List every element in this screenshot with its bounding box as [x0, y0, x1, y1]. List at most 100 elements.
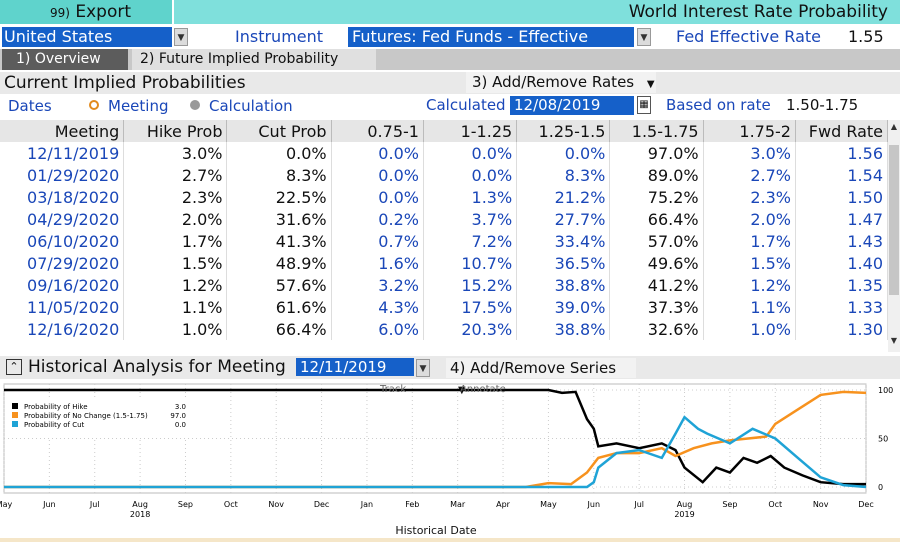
column-header[interactable]: Fwd Rate: [795, 120, 889, 142]
column-header[interactable]: Hike Prob: [123, 120, 228, 142]
table-cell: 32.6%: [609, 318, 704, 340]
x-tick-label: Dec: [314, 500, 329, 509]
table-cell: 0.0%: [516, 142, 611, 164]
table-cell: 1.2%: [703, 274, 796, 296]
window-title: World Interest Rate Probability: [628, 2, 888, 22]
probability-table: Meeting Hike Prob Cut Prob 0.75-1 1-1.25…: [0, 120, 889, 340]
table-row[interactable]: 12/11/2019 3.0% 0.0% 0.0% 0.0% 0.0% 97.0% 3.0% 1…: [0, 142, 889, 164]
calendar-icon[interactable]: ▦: [637, 96, 651, 114]
legend-swatch: [12, 421, 18, 427]
add-remove-series-button[interactable]: 4) Add/Remove Series ▼: [446, 358, 636, 396]
table-cell: 0.0%: [331, 164, 424, 186]
x-tick-label: Apr: [496, 500, 511, 509]
meeting-date-cell[interactable]: 07/29/2020: [0, 252, 125, 274]
table-cell: 21.2%: [516, 186, 611, 208]
radio-calculation-label[interactable]: Calculation: [209, 97, 293, 115]
radio-calculation[interactable]: [190, 100, 200, 110]
column-header[interactable]: Meeting: [0, 120, 125, 142]
x-tick-label: Nov: [813, 500, 829, 509]
tab-future-implied-probability[interactable]: 2) Future Implied Probability: [132, 49, 376, 70]
y-tick-label: 0: [878, 483, 883, 492]
track-label[interactable]: Track: [379, 384, 406, 395]
instrument-select[interactable]: Futures: Fed Funds - Effective: [348, 27, 634, 47]
radio-meeting[interactable]: [89, 100, 99, 110]
column-header[interactable]: Cut Prob: [226, 120, 332, 142]
column-header[interactable]: 1.25-1.5: [516, 120, 611, 142]
column-header[interactable]: 0.75-1: [331, 120, 424, 142]
table-cell: 3.0%: [703, 142, 796, 164]
table-cell: 41.2%: [609, 274, 704, 296]
x-tick-label: Jul: [89, 500, 100, 509]
table-cell: 1.43: [795, 230, 889, 252]
chevron-down-icon: ▼: [646, 79, 655, 90]
table-cell: 75.2%: [609, 186, 704, 208]
collapse-icon[interactable]: ⌃: [6, 359, 22, 375]
instrument-dropdown-icon[interactable]: ▼: [637, 28, 651, 46]
radio-meeting-label[interactable]: Meeting: [108, 97, 169, 115]
table-cell: 1.40: [795, 252, 889, 274]
year-label: 2018: [130, 510, 150, 519]
meeting-date-cell[interactable]: 06/10/2020: [0, 230, 125, 252]
table-cell: 27.7%: [516, 208, 611, 230]
table-row[interactable]: 03/18/2020 2.3% 22.5% 0.0% 1.3% 21.2% 75.2% 2.3…: [0, 186, 889, 208]
table-row[interactable]: 09/16/2020 1.2% 57.6% 3.2% 15.2% 38.8% 41.2% 1.…: [0, 274, 889, 296]
x-tick-label: Aug: [132, 500, 148, 509]
historical-chart[interactable]: Probability of Hike 3.0 Probability of No …: [0, 380, 900, 538]
table-cell: 7.2%: [423, 230, 518, 252]
table-cell: 41.3%: [226, 230, 332, 252]
column-header[interactable]: 1-1.25: [423, 120, 518, 142]
x-tick-label: Sep: [178, 500, 193, 509]
x-tick-label: Aug: [677, 500, 693, 509]
export-button[interactable]: 99) Export: [0, 0, 174, 24]
meeting-date-cell[interactable]: 12/11/2019: [0, 142, 125, 164]
country-dropdown-icon[interactable]: ▼: [174, 28, 188, 46]
table-cell: 0.0%: [331, 142, 424, 164]
legend-label: Probability of Cut: [24, 421, 85, 429]
table-cell: 0.0%: [423, 164, 518, 186]
scroll-up-icon[interactable]: ▲: [890, 122, 898, 131]
scroll-down-icon[interactable]: ▼: [890, 336, 898, 345]
table-cell: 1.50: [795, 186, 889, 208]
table-cell: 33.4%: [516, 230, 611, 252]
table-row[interactable]: 06/10/2020 1.7% 41.3% 0.7% 7.2% 33.4% 57.0% 1.7…: [0, 230, 889, 252]
table-row[interactable]: 07/29/2020 1.5% 48.9% 1.6% 10.7% 36.5% 49.6% 1.…: [0, 252, 889, 274]
table-cell: 1.33: [795, 296, 889, 318]
table-cell: 0.2%: [331, 208, 424, 230]
add-remove-rates-button[interactable]: 3) Add/Remove Rates ▼: [466, 72, 656, 93]
meeting-date-cell[interactable]: 04/29/2020: [0, 208, 125, 230]
table-row[interactable]: 01/29/2020 2.7% 8.3% 0.0% 0.0% 8.3% 89.0% 2.7% 1…: [0, 164, 889, 186]
meeting-date-cell[interactable]: 11/05/2020: [0, 296, 125, 318]
legend-value: 0.0: [175, 421, 186, 429]
y-tick-label: 50: [878, 435, 888, 444]
calculated-date-input[interactable]: 12/08/2019: [510, 96, 634, 115]
x-tick-label: Jan: [360, 500, 373, 509]
table-row[interactable]: 11/05/2020 1.1% 61.6% 4.3% 17.5% 39.0% 37.3% 1.…: [0, 296, 889, 318]
column-header[interactable]: 1.5-1.75: [609, 120, 704, 142]
meeting-date-cell[interactable]: 01/29/2020: [0, 164, 125, 186]
fed-rate-label: Fed Effective Rate: [676, 27, 821, 46]
add-remove-series-label: 4) Add/Remove Series: [450, 359, 617, 377]
tab-overview[interactable]: 1) Overview: [2, 49, 128, 70]
column-header[interactable]: 1.75-2: [703, 120, 796, 142]
meeting-date-cell[interactable]: 12/16/2020: [0, 318, 125, 340]
table-cell: 39.0%: [516, 296, 611, 318]
table-cell: 1.6%: [331, 252, 424, 274]
fed-rate-value: 1.55: [848, 27, 884, 46]
meeting-date-select[interactable]: 12/11/2019: [296, 358, 414, 376]
table-cell: 31.6%: [226, 208, 332, 230]
meeting-date-dropdown-icon[interactable]: ▼: [416, 359, 430, 377]
table-cell: 66.4%: [226, 318, 332, 340]
meeting-date-cell[interactable]: 09/16/2020: [0, 274, 125, 296]
scrollbar-thumb[interactable]: [889, 145, 899, 295]
x-tick-label: Jul: [633, 500, 644, 509]
country-select[interactable]: United States: [2, 27, 172, 47]
series-line-0: [4, 388, 866, 486]
table-row[interactable]: 12/16/2020 1.0% 66.4% 6.0% 20.3% 38.8% 32.6% 1.…: [0, 318, 889, 340]
table-cell: 8.3%: [516, 164, 611, 186]
annotate-label[interactable]: Annotate: [460, 384, 506, 395]
x-tick-label: Feb: [405, 500, 419, 509]
x-tick-label: Jun: [42, 500, 56, 509]
instrument-label: Instrument: [235, 27, 324, 46]
table-row[interactable]: 04/29/2020 2.0% 31.6% 0.2% 3.7% 27.7% 66.4% 2.0…: [0, 208, 889, 230]
meeting-date-cell[interactable]: 03/18/2020: [0, 186, 125, 208]
